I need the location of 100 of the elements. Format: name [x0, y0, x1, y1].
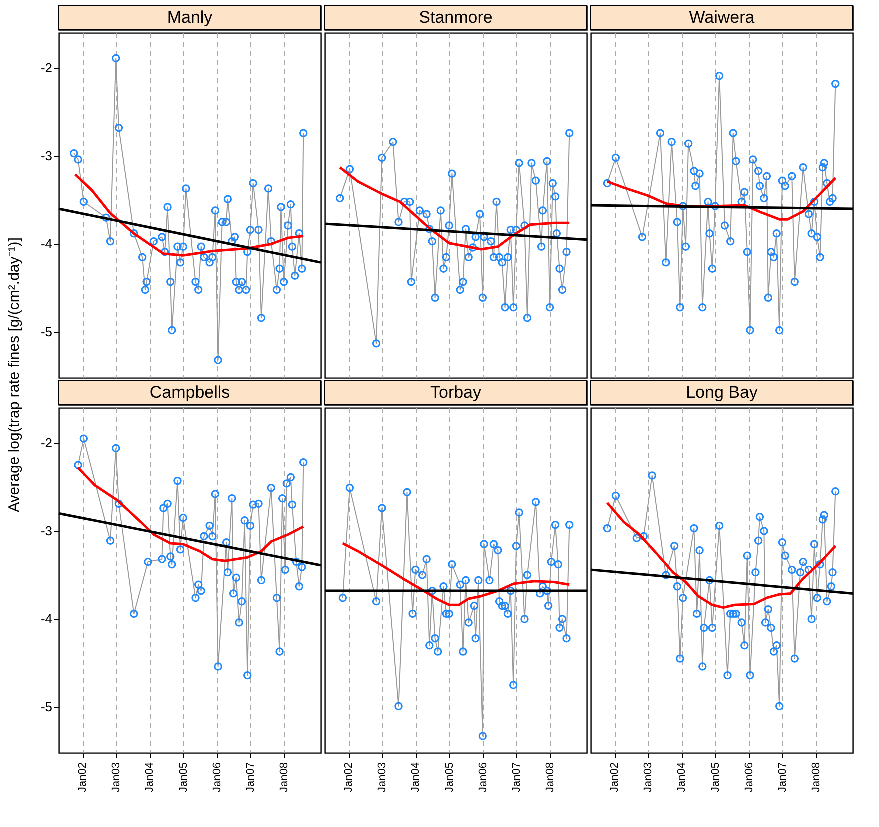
point — [648, 472, 656, 480]
point — [232, 574, 240, 582]
point — [138, 253, 147, 262]
point — [732, 157, 740, 166]
point — [603, 179, 612, 188]
point — [558, 615, 567, 624]
point — [372, 598, 381, 606]
y-axis-title: Average log(trap rate fines [g/(cm².day⁻¹)] — [6, 238, 23, 512]
point — [284, 222, 292, 230]
point — [523, 571, 532, 580]
point — [556, 624, 564, 632]
point — [799, 558, 808, 566]
point — [472, 233, 480, 242]
point — [249, 500, 258, 509]
point — [272, 594, 282, 602]
point — [704, 198, 712, 206]
point — [764, 294, 772, 302]
point — [490, 540, 498, 549]
point — [295, 230, 304, 238]
point — [144, 558, 152, 566]
point — [164, 203, 172, 212]
point — [267, 484, 276, 492]
point — [662, 571, 670, 580]
point — [501, 303, 510, 312]
point — [536, 590, 544, 598]
x-tick-label: Jan03 — [376, 762, 389, 792]
point — [459, 648, 468, 656]
point — [448, 560, 456, 569]
point — [696, 546, 704, 555]
point — [762, 172, 772, 181]
point — [478, 732, 488, 740]
point — [566, 520, 574, 530]
point — [472, 634, 480, 643]
point — [462, 576, 470, 585]
point — [690, 524, 698, 533]
point — [206, 522, 214, 530]
point — [456, 580, 464, 589]
point — [208, 532, 217, 541]
point — [740, 642, 749, 650]
point — [495, 598, 504, 606]
point — [422, 210, 431, 218]
point — [208, 253, 217, 262]
x-tick-label: Jan07 — [510, 762, 523, 792]
point — [426, 642, 434, 650]
chart-title: Stanmore — [419, 8, 493, 27]
point — [282, 480, 291, 488]
point — [246, 522, 255, 530]
point — [698, 662, 707, 671]
chart-title: Campbells — [150, 383, 230, 402]
point — [781, 552, 790, 560]
point — [238, 598, 246, 606]
point — [174, 242, 182, 251]
point — [346, 165, 354, 174]
point — [214, 356, 222, 364]
point — [772, 642, 781, 650]
point — [538, 206, 548, 215]
point — [442, 253, 451, 262]
point — [776, 702, 784, 710]
point — [176, 258, 185, 267]
point — [224, 568, 232, 577]
point — [554, 560, 563, 569]
point — [295, 582, 304, 591]
point — [504, 610, 512, 618]
point — [486, 576, 494, 585]
point — [407, 278, 416, 286]
point — [182, 184, 190, 193]
x-tick-label: Jan04 — [410, 762, 422, 792]
point — [832, 488, 840, 496]
point — [796, 568, 805, 577]
point — [229, 590, 238, 598]
point — [706, 230, 714, 238]
point — [292, 558, 301, 566]
point — [168, 326, 176, 335]
point — [528, 159, 536, 168]
point — [538, 582, 548, 591]
point — [192, 594, 200, 602]
point — [222, 218, 231, 226]
x-tick-label: Jan05 — [178, 762, 190, 792]
point — [804, 210, 814, 218]
point — [510, 681, 518, 690]
point — [428, 586, 437, 596]
point — [764, 605, 772, 614]
point — [176, 546, 185, 554]
point — [684, 140, 693, 148]
point — [746, 326, 754, 335]
point — [778, 538, 787, 547]
point — [431, 294, 440, 302]
point — [490, 253, 498, 262]
point — [431, 634, 440, 643]
point — [372, 340, 381, 348]
point — [772, 230, 781, 238]
point — [715, 72, 724, 80]
point — [767, 624, 776, 632]
point — [823, 179, 832, 188]
point — [257, 576, 266, 585]
point — [612, 154, 620, 162]
point — [556, 264, 564, 273]
point — [257, 314, 266, 322]
point — [224, 195, 232, 204]
point — [412, 566, 420, 574]
